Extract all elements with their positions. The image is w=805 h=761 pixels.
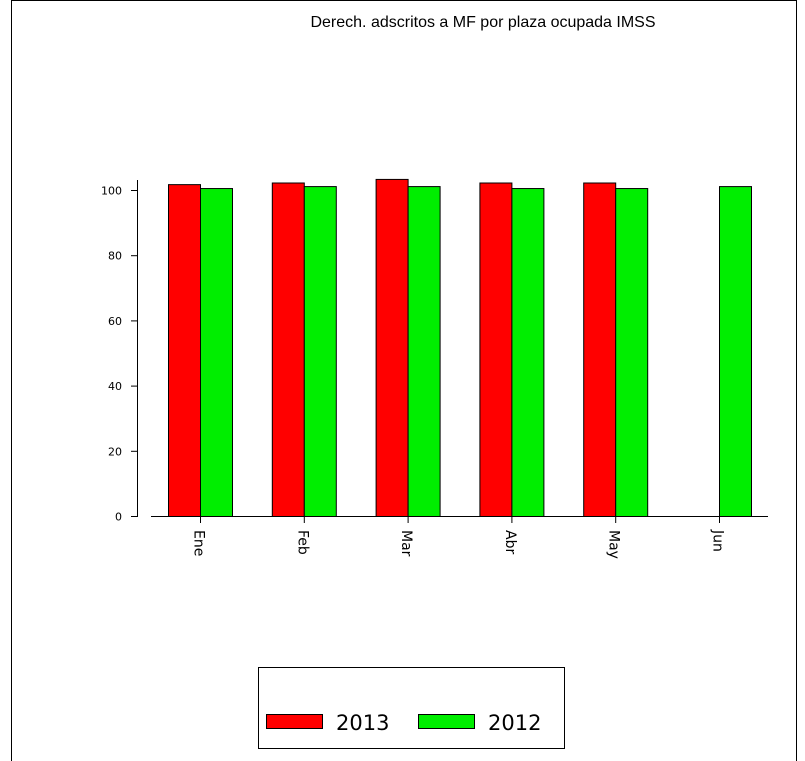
bar-2012-May (615, 188, 649, 517)
y-tick-label: 80 (108, 250, 122, 263)
x-tick-label: Mar (398, 530, 414, 557)
legend-label-2012: 2012 (488, 711, 541, 735)
legend-label-2013: 2013 (336, 711, 389, 735)
bar-2013-Ene (168, 184, 201, 518)
y-tick-label: 0 (115, 511, 122, 524)
legend-box (258, 667, 565, 749)
y-axis-ticks: 0 20 40 60 80 100 (101, 185, 138, 524)
legend: 2013 2012 (258, 667, 565, 749)
bar-2013-May (583, 182, 617, 517)
bar-2012-Abr (511, 188, 545, 517)
bar-2013-Abr (479, 182, 513, 517)
chart-title: Derech. adscritos a MF por plaza ocupada… (310, 14, 656, 31)
plot-area: 0 20 40 60 80 100 Ene Feb Mar Abr May Jun (101, 178, 768, 559)
bar-2012-Jun (719, 186, 752, 517)
y-tick-label: 100 (101, 185, 122, 198)
bar-2012-Mar (407, 186, 441, 517)
y-tick-label: 40 (108, 380, 122, 393)
bar-2013-Feb (271, 182, 305, 517)
x-tick-label: May (606, 530, 622, 559)
y-tick-label: 20 (108, 445, 122, 458)
x-tick-label: Feb (294, 530, 310, 555)
bars (168, 178, 752, 518)
x-tick-label: Jun (710, 529, 726, 552)
y-tick-label: 60 (108, 315, 122, 328)
bar-2012-Ene (200, 188, 233, 517)
bar-2013-Mar (375, 178, 409, 518)
bar-2012-Feb (303, 186, 337, 517)
legend-swatch-2013 (266, 714, 323, 729)
legend-swatch-2012 (418, 714, 475, 729)
x-tick-label: Ene (191, 530, 207, 556)
x-tick-label: Abr (502, 530, 518, 554)
x-axis-ticks: Ene Feb Mar Abr May Jun (191, 516, 726, 559)
